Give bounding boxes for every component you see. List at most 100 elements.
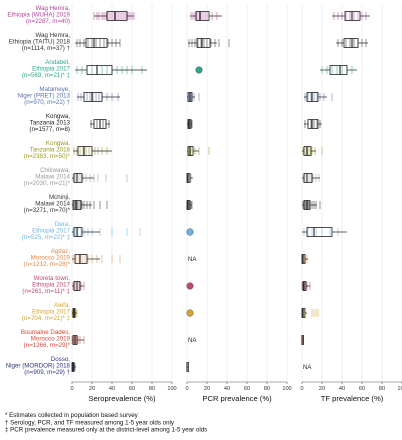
tick-label-pcr-60: 60 (244, 386, 250, 392)
study-label-line-1: Kongwa, (46, 113, 70, 120)
iqr-box (73, 227, 83, 237)
tick-label-pcr-0: 0 (185, 386, 188, 392)
study-label-0: Wag Hemra, Ethiopia (WUHA) 2019 (n=2287, m… (7, 5, 70, 25)
tick-label-sero-100: 100 (167, 386, 176, 392)
series-tf-row-6 (302, 173, 320, 183)
series-tf-row-2 (320, 65, 357, 75)
series-tf-row-5 (302, 146, 323, 156)
tick-label-tf-20: 20 (319, 386, 325, 392)
iqr-box (72, 200, 82, 210)
series-sero-row-3 (77, 92, 120, 102)
series-sero-row-8 (72, 227, 141, 237)
series-pcr-row-13 (186, 362, 189, 372)
iqr-box (106, 11, 128, 21)
study-label-3: Matameye, Niger (PRET) 2013 (n=970, m=22) … (17, 86, 70, 106)
study-label-line-3: (n=2287, m=40) (26, 18, 70, 25)
study-label-line-2: Ethiopia 2017 (32, 282, 70, 289)
study-label-line-1: Dera, (55, 221, 70, 228)
chart-marks: NA NA NA (71, 11, 370, 372)
series-pcr-row-0 (190, 11, 222, 21)
iqr-box (73, 173, 83, 183)
study-label-11: Alefa, Ethiopia 2017 (n=704, m=21)* ‡ (22, 302, 71, 322)
study-label-line-2: Malawi 2014 (35, 201, 70, 208)
tick-label-tf-100: 100 (397, 386, 402, 392)
study-label-line-2: Ethiopia 2017 (32, 228, 70, 235)
iqr-box (343, 38, 359, 48)
study-label-line-3: (n=909, m=29) † (24, 369, 70, 376)
tick-label-sero-80: 80 (149, 386, 155, 392)
study-label-line-2: Ethiopia 2017 (32, 66, 70, 73)
study-label-line-3: (n=1266, m=29)* (24, 342, 71, 349)
iqr-box (77, 146, 93, 156)
point-estimate (195, 66, 203, 74)
study-label-line-3: (n=525, m=22)* ‡ (22, 234, 71, 241)
study-label-line-2: Tanzania 2018 (30, 147, 71, 154)
iqr-box (74, 254, 88, 264)
series-sero-row-7 (72, 200, 108, 210)
study-label-line-3: (n=2030, m=21)* (24, 180, 71, 187)
series-sero-row-9 (72, 254, 121, 264)
series-pcr-row-6 (186, 173, 193, 183)
study-label-line-1: Wag Hemra, (36, 32, 71, 39)
study-label-5: Kongwa, Tanzania 2018 (n=2383, m=50)* (24, 140, 71, 160)
series-pcr-row-5 (187, 146, 210, 156)
study-label-10: Woreta town, Ethiopia 2017 (n=261, m=11)* … (22, 275, 70, 295)
series-pcr-row-2 (195, 66, 203, 74)
iqr-box (86, 65, 113, 75)
series-pcr-row-3 (187, 92, 200, 102)
axes: 0 20 40 60 80 100 Seroprevalence (%) 0 20 40 60 80 1… (70, 381, 402, 403)
series-tf-row-8 (302, 227, 347, 237)
study-label-line-2: Morocco 2019 (31, 255, 71, 262)
series-sero-row-0 (93, 11, 135, 21)
tick-label-tf-80: 80 (379, 386, 385, 392)
tick-label-tf-40: 40 (339, 386, 345, 392)
series-tf-row-12 (301, 335, 304, 345)
study-label-line-1: Boumalne Dades, (21, 329, 70, 336)
series-pcr-row-11 (186, 309, 194, 317)
series-tf-row-4 (304, 119, 322, 129)
iqr-box (329, 65, 348, 75)
study-label-line-2: Ethiopia (TAITU) 2018 (9, 39, 71, 46)
study-label-line-1: Mchinji, (49, 194, 70, 201)
tick-label-pcr-40: 40 (224, 386, 230, 392)
study-label-4: Kongwa, Tanzania 2013 (n=1577, m=8) (29, 113, 70, 133)
na-label: NA (188, 338, 196, 344)
series-sero-row-2 (75, 65, 147, 75)
tick-label-tf-0: 0 (300, 386, 303, 392)
iqr-box (85, 38, 108, 48)
study-label-line-2: Morocco 2019 (31, 336, 71, 343)
iqr-box (83, 92, 103, 102)
study-label-line-1: Andabet, (45, 59, 70, 66)
study-label-line-3: (n=1577, m=8) (29, 126, 70, 133)
tick-label-sero-0: 0 (70, 386, 73, 392)
study-label-9: Agdaz, Morocco 2019 (n=1212, m=28)* (24, 248, 71, 268)
x-axis-title-tf: TF prevalence (%) (321, 394, 384, 403)
point-estimate (186, 309, 194, 317)
tick-label-sero-20: 20 (89, 386, 95, 392)
series-tf-row-1 (336, 38, 368, 48)
tick-label-sero-40: 40 (109, 386, 115, 392)
series-sero-row-11 (71, 308, 78, 318)
x-axis-title-pcr: PCR prevalence (%) (202, 394, 272, 403)
tick-label-pcr-20: 20 (204, 386, 210, 392)
study-label-line-3: (n=970, m=22) † (24, 99, 70, 106)
series-sero-row-13 (71, 362, 76, 372)
series-tf-row-10 (301, 281, 311, 291)
study-label-line-3: (n=3271, m=70)* (24, 207, 71, 214)
series-tf-row-0 (332, 11, 370, 21)
footnote-1: * Estimates collected in population base… (5, 412, 139, 419)
study-label-line-1: Kongwa, (46, 140, 70, 147)
series-sero-row-10 (72, 281, 85, 291)
series-pcr-row-9: NA (188, 257, 196, 263)
series-pcr-row-4 (187, 119, 193, 129)
series-sero-row-4 (90, 119, 110, 129)
study-label-1: Wag Hemra, Ethiopia (TAITU) 2018 (n=1114, … (9, 32, 71, 52)
series-pcr-row-12: NA (188, 338, 196, 344)
study-label-7: Mchinji, Malawi 2014 (n=3271, m=70)* (24, 194, 71, 214)
study-label-line-3: (n=261, m=11)* ‡ (22, 288, 70, 295)
series-pcr-row-1 (188, 38, 230, 48)
series-pcr-row-8 (186, 228, 194, 236)
study-label-line-3: (n=2383, m=50)* (24, 153, 71, 160)
study-label-6: Chikwawa, Malawi 2014 (n=2030, m=21)* (24, 167, 71, 187)
